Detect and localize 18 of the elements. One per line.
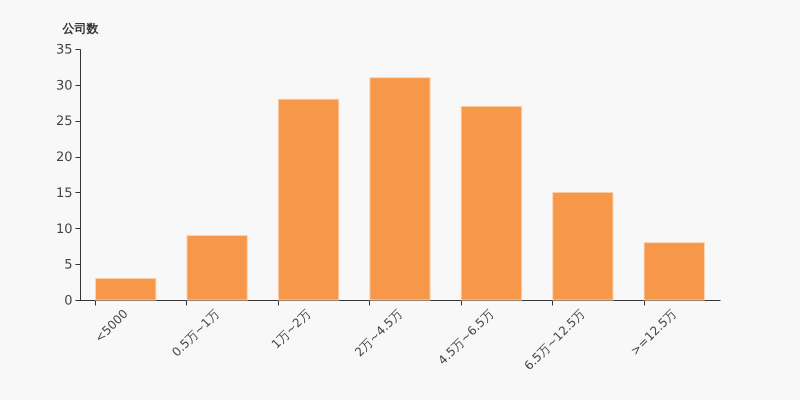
y-tick-label: 5 <box>64 258 72 273</box>
y-tick-label: 0 <box>64 294 72 308</box>
bar <box>460 106 522 300</box>
y-tick-label: 25 <box>56 114 72 130</box>
x-tick-label: 0.5万~1万 <box>169 306 222 360</box>
x-tick-label: 1万~2万 <box>268 306 314 352</box>
y-tick-label: 30 <box>56 78 72 94</box>
y-tick-label: 10 <box>56 222 72 237</box>
bar <box>552 192 614 300</box>
y-tick-label: 15 <box>56 186 72 201</box>
bar <box>644 242 705 300</box>
y-tick-label: 35 <box>56 42 72 58</box>
bar <box>369 77 431 300</box>
bar <box>278 98 340 300</box>
bar <box>95 278 156 300</box>
y-axis-title: 公司数 <box>62 22 100 36</box>
bar <box>186 234 248 300</box>
y-tick-label: 20 <box>56 150 72 166</box>
